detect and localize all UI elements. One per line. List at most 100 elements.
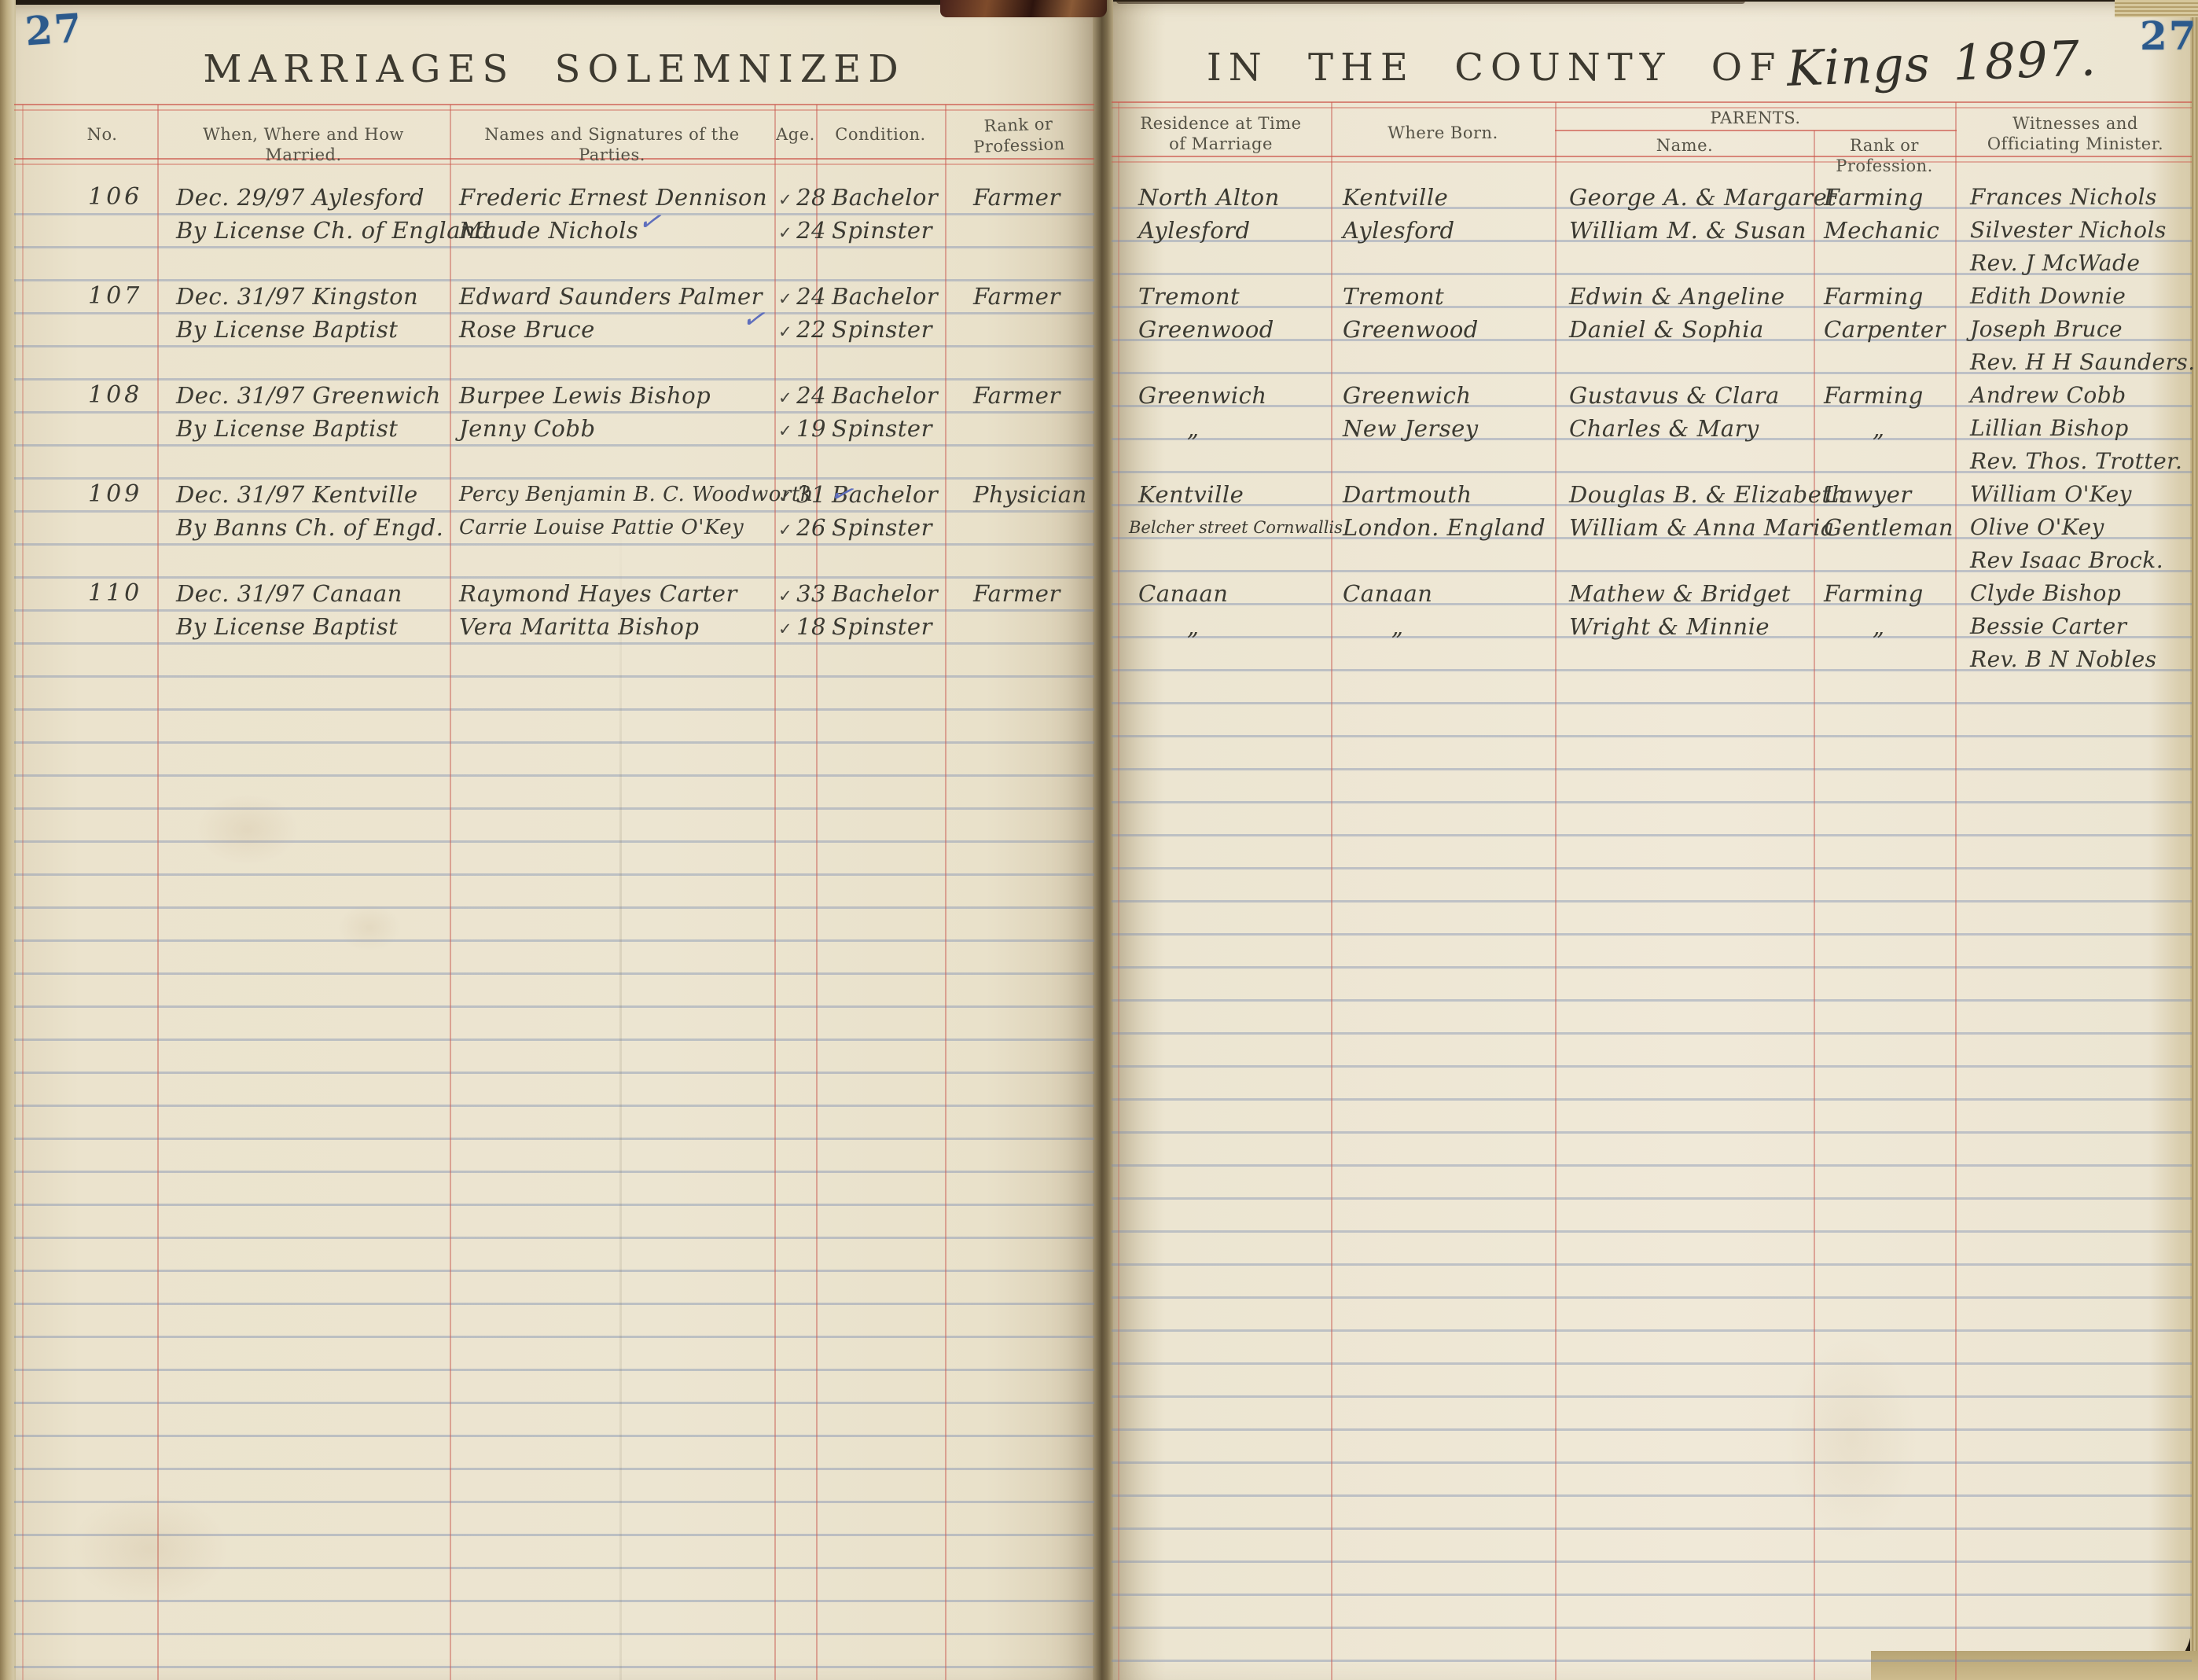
check-icon: ✓ [778,322,793,341]
book-right-edge [2190,0,2198,1680]
groom-parents-profession: Farming [1824,184,1924,211]
groom-parents-profession: Farming [1824,580,1924,607]
groom-condition: Bachelor [832,580,939,607]
right-page-title: IN THE COUNTY OF Kings 1897. [1112,29,2192,97]
groom-birthplace: Kentville [1343,184,1449,211]
header-rule [14,104,1094,105]
groom-condition: Bachelor [832,481,939,508]
header-rule [14,158,1094,160]
bride-parents: Wright & Minnie [1569,613,1770,640]
witness-1: Clyde Bishop [1970,580,2122,606]
header-rule [14,109,1094,111]
bride-birthplace: London. England [1343,514,1546,541]
groom-name: Frederic Ernest Dennison [459,184,768,211]
when-married: Dec. 31/97 Kingston [176,283,419,310]
column-line [1118,102,1119,1680]
witness-2: Olive O'Key [1970,514,2104,540]
groom-parents: Edwin & Angeline [1569,283,1785,310]
groom-age: ✓ 33 [778,580,826,609]
bride-residence: Greenwood [1138,316,1274,343]
groom-condition: Bachelor [832,184,939,211]
witness-1: Andrew Cobb [1970,382,2126,408]
column-line [816,105,818,1680]
col-residence: Residence at Time of Marriage [1140,114,1302,153]
record-number: 106 [88,183,143,211]
bride-condition: Spinster [832,217,932,244]
bride-name: Vera Maritta Bishop [459,613,700,640]
bride-parents-profession: Mechanic [1824,217,1940,244]
bride-birthplace: Aylesford [1343,217,1455,244]
right-title-handwritten-county-year: Kings 1897. [1786,29,2098,97]
officiating-minister: Rev. H H Saunders. [1970,349,2196,375]
bride-condition: Spinster [832,514,932,541]
col-parents-name: Name. [1656,136,1714,155]
bride-parents-profession: Carpenter [1824,316,1946,343]
groom-birthplace: Dartmouth [1343,481,1472,508]
register-row: 110 Dec. 31/97 Canaan By License Baptist… [0,575,2198,678]
col-witnesses: Witnesses and Officiating Minister. [1987,114,2164,153]
officiating-minister: Rev. B N Nobles [1970,646,2157,672]
record-number: 108 [88,381,143,409]
how-married: By License Baptist [176,316,399,343]
groom-condition: Bachelor [832,382,939,409]
col-no: No. [86,125,118,144]
bride-parents: Daniel & Sophia [1569,316,1764,343]
groom-residence: Greenwich [1138,382,1267,409]
witness-1: William O'Key [1970,481,2132,507]
header-rule [1112,107,2192,108]
when-married: Dec. 29/97 Aylesford [176,184,425,211]
record-number: 107 [88,282,143,310]
check-icon: ✓ [778,388,793,407]
officiating-minister: Rev. J McWade [1970,250,2141,276]
groom-age: ✓ 24 [778,283,826,312]
column-line [945,105,946,1680]
header-rule [1112,161,2192,163]
groom-parents: Douglas B. & Elizabeth [1569,481,1847,508]
groom-birthplace: Greenwich [1343,382,1472,409]
record-number: 110 [88,579,143,607]
how-married: By License Ch. of England [176,217,491,244]
bride-birthplace: Greenwood [1343,316,1479,343]
bride-parents: William M. & Susan [1569,217,1807,244]
groom-condition: Bachelor [832,283,939,310]
bride-parents-profession-ditto: „ [1873,613,1885,640]
check-icon: ✓ [778,586,793,605]
groom-profession: Farmer [973,184,1060,211]
check-icon: ✓ [778,223,793,242]
column-line [450,105,451,1680]
bride-residence: Aylesford [1138,217,1251,244]
groom-residence: North Alton [1138,184,1280,211]
col-parents-rank: Rank or Profession. [1836,136,1933,175]
bride-age: ✓ 26 [778,514,826,543]
bride-birthplace: New Jersey [1343,415,1479,442]
col-born: Where Born. [1388,123,1498,142]
groom-residence: Canaan [1138,580,1229,607]
register-row: 109 Dec. 31/97 Kentville By Banns Ch. of… [0,476,2198,579]
book-gutter [1093,0,1113,1680]
groom-parents: George A. & Margaret [1569,184,1837,211]
column-line [22,105,24,1680]
parents-underline [1555,130,1957,131]
groom-residence: Tremont [1138,283,1241,310]
column-line [157,105,159,1680]
register-row: 108 Dec. 31/97 Greenwich By License Bapt… [0,377,2198,480]
witness-2: Silvester Nichols [1970,217,2167,243]
col-when: When, Where and How Married. [203,125,404,164]
paper-crease [619,503,622,1680]
blue-ruled-lines [14,182,1094,1680]
blue-ruled-lines [1112,176,2192,1675]
groom-profession: Farmer [973,580,1060,607]
bride-residence-ditto: „ [1187,613,1200,640]
column-line [1814,131,1815,1680]
bride-age: ✓ 24 [778,217,826,246]
bride-residence-ditto: „ [1187,415,1200,442]
groom-residence: Kentville [1138,481,1244,508]
right-page-ruling-layer [1112,2,2192,1680]
bride-age: ✓ 18 [778,613,826,642]
top-edge-shadow [1116,0,1745,4]
col-names: Names and Signatures of the Parties. [484,125,740,164]
how-married: By Banns Ch. of Engd. [176,514,444,541]
bride-parents-profession: Gentleman [1824,514,1954,541]
bride-age: ✓ 19 [778,415,826,444]
